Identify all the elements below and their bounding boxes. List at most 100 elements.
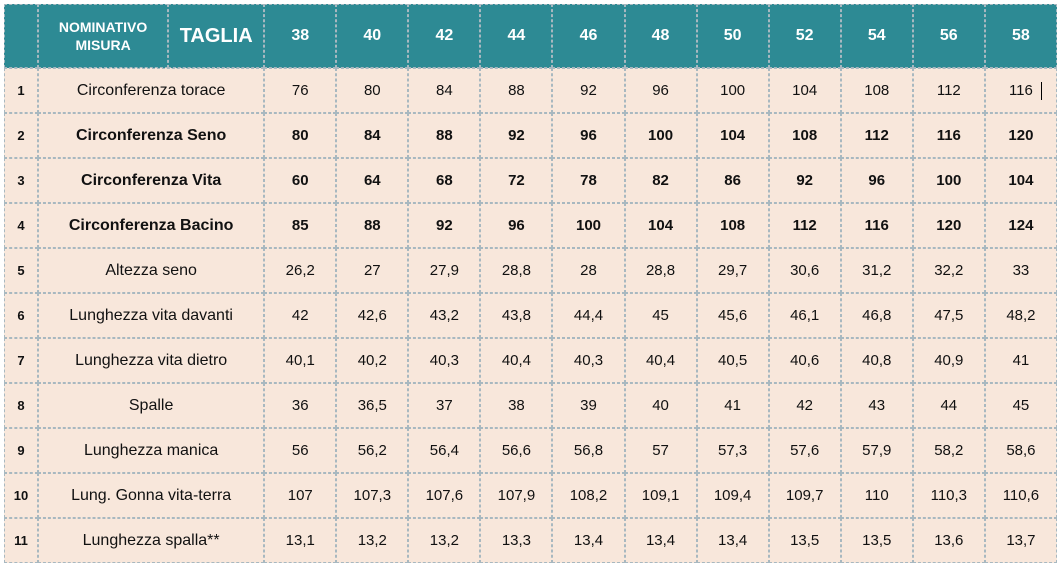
row-index: 1 xyxy=(4,68,38,113)
cell-value: 107 xyxy=(264,473,336,518)
table-row: 5Altezza seno26,22727,928,82828,829,730,… xyxy=(4,248,1057,293)
cell-value: 13,1 xyxy=(264,518,336,563)
cell-value: 120 xyxy=(913,203,985,248)
cell-value: 92 xyxy=(480,113,552,158)
cell-value: 109,1 xyxy=(625,473,697,518)
header-size-50: 50 xyxy=(697,4,769,68)
cell-value: 120 xyxy=(985,113,1057,158)
row-name: Circonferenza Seno xyxy=(38,113,264,158)
cell-value: 28 xyxy=(552,248,624,293)
header-size-58: 58 xyxy=(985,4,1057,68)
cell-value: 96 xyxy=(625,68,697,113)
table-body: 1Circonferenza torace7680848892961001041… xyxy=(4,68,1057,563)
cell-value: 41 xyxy=(697,383,769,428)
row-index: 8 xyxy=(4,383,38,428)
row-index: 9 xyxy=(4,428,38,473)
cell-value: 112 xyxy=(769,203,841,248)
cell-value: 45 xyxy=(625,293,697,338)
row-index: 2 xyxy=(4,113,38,158)
cell-value: 47,5 xyxy=(913,293,985,338)
cell-value: 40,2 xyxy=(336,338,408,383)
cell-value: 108,2 xyxy=(552,473,624,518)
cell-value: 108 xyxy=(841,68,913,113)
cell-value: 72 xyxy=(480,158,552,203)
cell-value: 56 xyxy=(264,428,336,473)
cell-value: 13,5 xyxy=(769,518,841,563)
row-name: Lunghezza vita dietro xyxy=(38,338,264,383)
cell-value: 27 xyxy=(336,248,408,293)
cell-value: 104 xyxy=(625,203,697,248)
cell-value: 43 xyxy=(841,383,913,428)
header-size-52: 52 xyxy=(769,4,841,68)
table-row: 1Circonferenza torace7680848892961001041… xyxy=(4,68,1057,113)
cell-value: 88 xyxy=(336,203,408,248)
cell-value: 84 xyxy=(408,68,480,113)
cell-value: 44 xyxy=(913,383,985,428)
cell-value: 13,7 xyxy=(985,518,1057,563)
cell-value: 30,6 xyxy=(769,248,841,293)
cell-value: 46,1 xyxy=(769,293,841,338)
table-row: 4Circonferenza Bacino8588929610010410811… xyxy=(4,203,1057,248)
cell-value: 108 xyxy=(769,113,841,158)
cell-value: 46,8 xyxy=(841,293,913,338)
header-size-46: 46 xyxy=(552,4,624,68)
cell-value: 27,9 xyxy=(408,248,480,293)
cell-value: 116 xyxy=(841,203,913,248)
table-row: 7Lunghezza vita dietro40,140,240,340,440… xyxy=(4,338,1057,383)
cell-value: 13,4 xyxy=(697,518,769,563)
cell-value: 112 xyxy=(913,68,985,113)
header-size-40: 40 xyxy=(336,4,408,68)
table-row: 8Spalle3636,5373839404142434445 xyxy=(4,383,1057,428)
cell-value: 104 xyxy=(697,113,769,158)
header-idx xyxy=(4,4,38,68)
cell-value: 13,2 xyxy=(336,518,408,563)
header-size-56: 56 xyxy=(913,4,985,68)
cell-value: 56,6 xyxy=(480,428,552,473)
cell-value: 76 xyxy=(264,68,336,113)
cell-value: 110 xyxy=(841,473,913,518)
header-size-42: 42 xyxy=(408,4,480,68)
cell-value: 116 xyxy=(913,113,985,158)
row-name: Altezza seno xyxy=(38,248,264,293)
row-name: Circonferenza torace xyxy=(38,68,264,113)
cell-value: 84 xyxy=(336,113,408,158)
row-name: Lunghezza spalla** xyxy=(38,518,264,563)
cell-value: 56,4 xyxy=(408,428,480,473)
cell-value: 92 xyxy=(552,68,624,113)
cell-value: 86 xyxy=(697,158,769,203)
cell-value: 58,2 xyxy=(913,428,985,473)
cell-value: 96 xyxy=(841,158,913,203)
cell-value: 107,6 xyxy=(408,473,480,518)
cell-value: 112 xyxy=(841,113,913,158)
row-name: Circonferenza Bacino xyxy=(38,203,264,248)
cell-value: 58,6 xyxy=(985,428,1057,473)
cell-value: 43,2 xyxy=(408,293,480,338)
cell-value: 68 xyxy=(408,158,480,203)
row-index: 7 xyxy=(4,338,38,383)
cell-value: 13,2 xyxy=(408,518,480,563)
cell-value: 44,4 xyxy=(552,293,624,338)
cell-value: 110,3 xyxy=(913,473,985,518)
cell-value: 13,3 xyxy=(480,518,552,563)
header-size-38: 38 xyxy=(264,4,336,68)
cell-value: 42,6 xyxy=(336,293,408,338)
cell-value: 26,2 xyxy=(264,248,336,293)
cell-value: 57,3 xyxy=(697,428,769,473)
cell-value: 40 xyxy=(625,383,697,428)
header-size-54: 54 xyxy=(841,4,913,68)
cell-value: 109,7 xyxy=(769,473,841,518)
cell-value: 109,4 xyxy=(697,473,769,518)
cell-value: 124 xyxy=(985,203,1057,248)
cell-value: 13,6 xyxy=(913,518,985,563)
cell-value: 40,5 xyxy=(697,338,769,383)
cell-value: 56,8 xyxy=(552,428,624,473)
cell-value: 92 xyxy=(408,203,480,248)
cell-value: 32,2 xyxy=(913,248,985,293)
cell-value: 96 xyxy=(552,113,624,158)
cell-value: 43,8 xyxy=(480,293,552,338)
cell-value: 100 xyxy=(552,203,624,248)
header-nominativo: NOMINATIVO MISURA xyxy=(38,4,168,68)
cell-value: 45 xyxy=(985,383,1057,428)
cell-value: 40,3 xyxy=(552,338,624,383)
cell-value: 80 xyxy=(336,68,408,113)
